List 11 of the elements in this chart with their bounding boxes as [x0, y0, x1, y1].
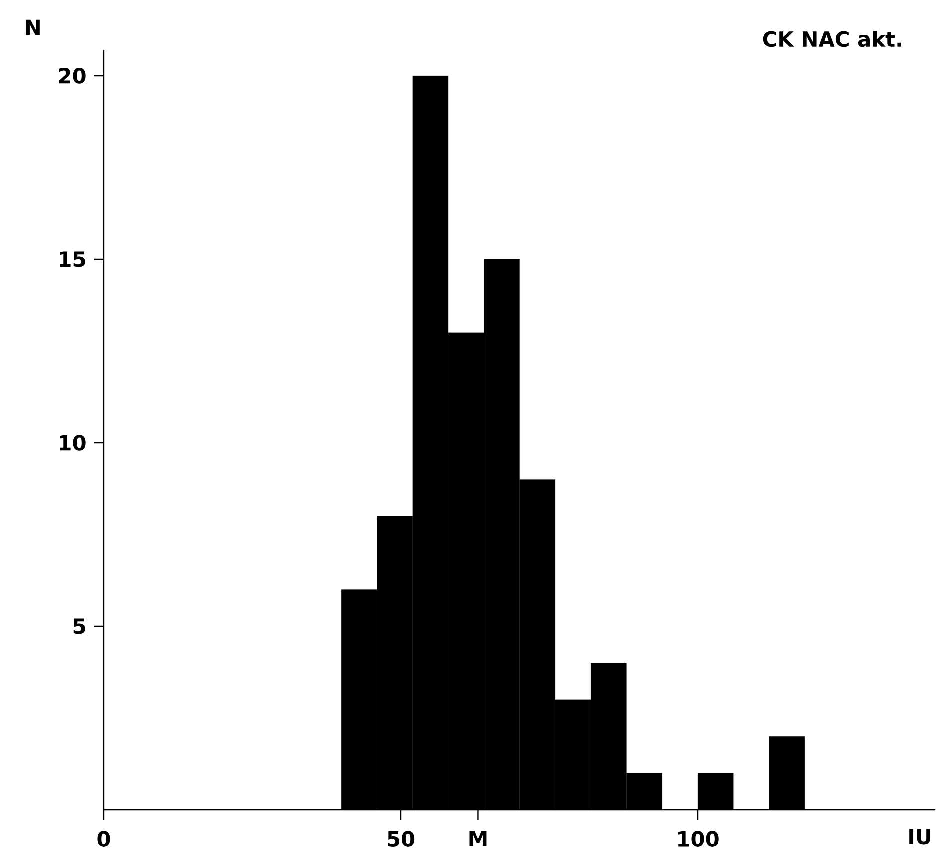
x-tick-label: 50 [388, 831, 415, 848]
y-tick-label: 5 [74, 618, 86, 634]
y-tick-label: 15 [60, 252, 86, 268]
y-tick-label: 20 [59, 68, 86, 84]
x-tick-label: 100 [678, 831, 719, 848]
x-tick-label: M [470, 831, 487, 846]
x-axis-title: IU [910, 829, 931, 845]
y-tick-label: 10 [60, 435, 86, 451]
y-axis-title: N [26, 20, 40, 36]
chart-title: CK NAC akt. [763, 30, 902, 48]
x-tick-label: 0 [98, 831, 110, 848]
